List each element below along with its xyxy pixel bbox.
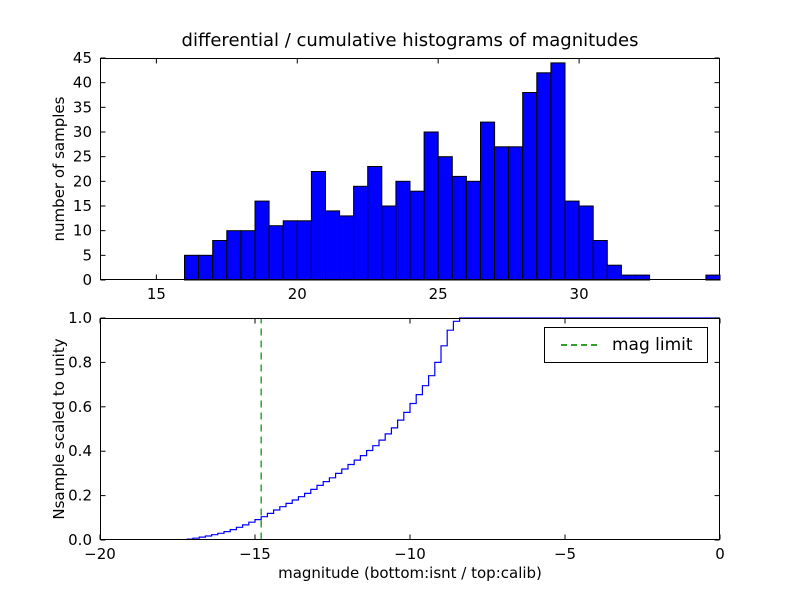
- axes-border: [100, 318, 720, 540]
- x-tick-label: 30: [570, 285, 589, 303]
- histogram-bar: [451, 175, 467, 281]
- histogram-bar: [240, 230, 256, 281]
- histogram-bar: [536, 72, 552, 281]
- histogram-bar: [592, 240, 608, 281]
- x-tick-label: −20: [84, 545, 116, 563]
- legend-line-icon: [561, 344, 597, 346]
- histogram-bar: [184, 254, 200, 281]
- histogram-bar: [409, 190, 425, 281]
- histogram-bar: [198, 254, 214, 281]
- histogram-bar: [465, 180, 481, 281]
- figure-title: differential / cumulative histograms of …: [181, 30, 639, 51]
- x-tick-label: −10: [394, 545, 426, 563]
- histogram-bar: [282, 220, 298, 281]
- y-tick-label: 40: [73, 74, 92, 92]
- x-tick-label: 0: [715, 545, 725, 563]
- cumulative-histogram-plot: −20 −15 −10 −5 0 0.0 0.2 0.4 0.6 0.8 1.0: [68, 309, 725, 563]
- histogram-bar: [212, 240, 228, 281]
- y-tick-label: 10: [73, 222, 92, 240]
- y-tick-label: 5: [82, 246, 92, 264]
- histogram-bar: [268, 225, 284, 281]
- y-tick-label: 35: [73, 98, 92, 116]
- bottom-y-axis-label: Nsample scaled to unity: [50, 338, 68, 520]
- histogram-bar: [522, 92, 538, 281]
- histogram-bar: [606, 264, 622, 281]
- histogram-bar: [480, 121, 496, 281]
- histogram-bar: [437, 156, 453, 281]
- y-tick-label: 1.0: [68, 309, 92, 327]
- x-tick-label: −15: [239, 545, 271, 563]
- histogram-bar: [296, 220, 312, 281]
- histogram-bar: [494, 146, 510, 281]
- axes-border: [100, 58, 720, 280]
- histogram-bar: [367, 166, 383, 281]
- histogram-bar: [310, 171, 326, 281]
- histogram-bar: [353, 185, 369, 281]
- y-tick-label: 0.0: [68, 531, 92, 549]
- x-tick-label: 15: [147, 285, 166, 303]
- y-tick-label: 25: [73, 148, 92, 166]
- x-tick-label: −5: [554, 545, 576, 563]
- histogram-bar: [423, 131, 439, 281]
- legend: mag limit: [544, 327, 708, 363]
- histogram-bar: [381, 205, 397, 281]
- y-tick-label: 0.6: [68, 398, 92, 416]
- y-tick-label: 45: [73, 49, 92, 67]
- histogram-bar: [508, 146, 524, 281]
- y-tick-label: 20: [73, 172, 92, 190]
- histogram-bar: [254, 200, 270, 281]
- histogram-bar: [578, 205, 594, 281]
- y-tick-label: 0.4: [68, 442, 92, 460]
- y-tick-label: 0.8: [68, 353, 92, 371]
- legend-label: mag limit: [612, 335, 693, 355]
- histogram-bar: [226, 230, 242, 281]
- histogram-bar: [395, 180, 411, 281]
- histogram-bar: [339, 215, 355, 281]
- y-tick-label: 0: [82, 271, 92, 289]
- y-tick-label: 0.2: [68, 487, 92, 505]
- histogram-bar: [550, 62, 566, 281]
- histogram-bar: [564, 200, 580, 281]
- top-y-axis-label: number of samples: [50, 96, 68, 242]
- x-tick-label: 20: [288, 285, 307, 303]
- x-axis-label: magnitude (bottom:isnt / top:calib): [278, 564, 542, 582]
- histogram-bar: [325, 210, 341, 281]
- cumulative-curve: [186, 317, 720, 540]
- differential-histogram-plot: 15 20 25 30 0 5 10 15 20 25 30 35 40 45: [73, 49, 721, 303]
- y-tick-label: 15: [73, 197, 92, 215]
- x-tick-label: 25: [429, 285, 448, 303]
- y-tick-label: 30: [73, 123, 92, 141]
